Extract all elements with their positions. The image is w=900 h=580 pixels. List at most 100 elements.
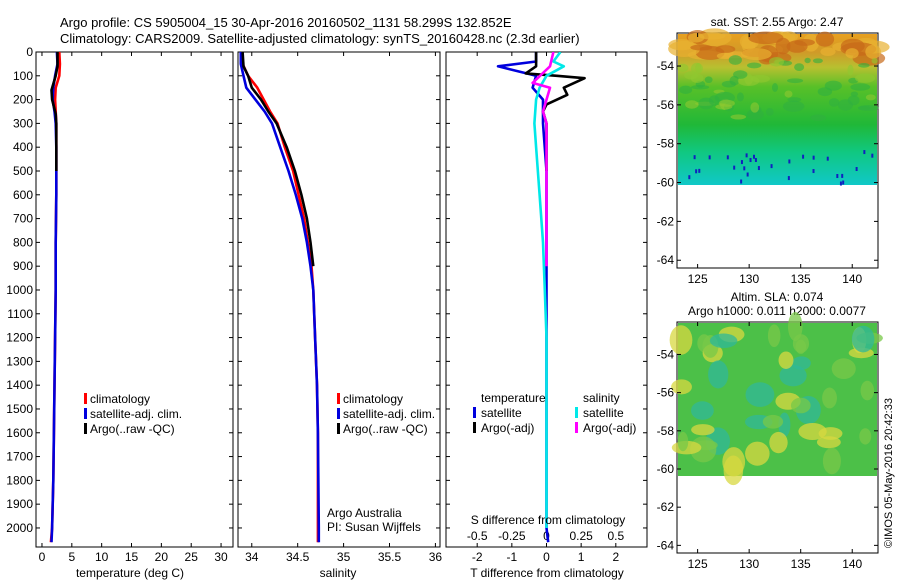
sst-patch xyxy=(784,90,793,98)
salinity-axis-label: salinity xyxy=(320,566,357,580)
sst-patch xyxy=(865,94,876,101)
s-difference-axis-title: S difference from climatology xyxy=(471,513,626,527)
map-lon-label: 130 xyxy=(739,557,759,571)
depth-tick-label: 1700 xyxy=(6,450,33,464)
sla-patch xyxy=(860,380,875,401)
sst-patch xyxy=(687,32,705,43)
sla-patch xyxy=(859,428,872,445)
depth-tick-label: 1200 xyxy=(6,331,33,345)
map-lat-label: -62 xyxy=(657,500,675,514)
depth-tick-label: 1800 xyxy=(6,473,33,487)
x-tick-label: 0 xyxy=(543,550,550,564)
map-lat-label: -60 xyxy=(657,176,675,190)
legend-group-temperature: temperature xyxy=(481,391,546,405)
sst-patch xyxy=(871,57,878,64)
sla-patch xyxy=(677,431,689,452)
series-line-argo-raw-qc- xyxy=(50,52,59,171)
sla-texture xyxy=(669,312,883,486)
temperature-axes: 0100200300400500600700800900100011001200… xyxy=(6,45,233,564)
x-tick-label: 34.5 xyxy=(286,550,310,564)
salinity-series xyxy=(239,52,321,543)
sst-patch xyxy=(677,63,689,72)
map-lon-label: 135 xyxy=(791,557,811,571)
map-lat-label: -56 xyxy=(657,386,675,400)
sla-patch xyxy=(831,358,856,380)
sst-patch xyxy=(726,155,729,160)
sst-patch xyxy=(752,154,755,159)
sst-patch xyxy=(750,74,770,83)
sst-patch xyxy=(740,48,772,61)
sst-patch xyxy=(812,155,815,160)
difference-legend: temperature salinity satellite Argo(-adj… xyxy=(473,391,636,435)
legend-swatch-s-argo xyxy=(575,422,578,433)
sst-patch xyxy=(810,114,827,122)
sst-patch xyxy=(865,44,881,59)
sst-patch xyxy=(733,165,736,170)
x-tick-label: 2 xyxy=(612,550,619,564)
header-line2: Climatology: CARS2009. Satellite-adjuste… xyxy=(60,31,580,46)
temperature-axis-label: temperature (deg C) xyxy=(76,566,184,580)
x-tick-label: -2 xyxy=(472,550,483,564)
sst-patch xyxy=(736,92,744,102)
legend-label: climatology xyxy=(90,392,150,406)
map-lat-label: -64 xyxy=(657,538,675,552)
s-difference-tick-label: -0.5 xyxy=(467,529,488,543)
map-lon-label: 125 xyxy=(688,557,708,571)
legend-swatch-climatology xyxy=(84,393,87,404)
sst-patch xyxy=(836,174,839,179)
series-line-climatology xyxy=(240,52,320,543)
depth-tick-label: 1300 xyxy=(6,354,33,368)
legend-label: Argo(..raw -QC) xyxy=(343,422,428,436)
sst-patch xyxy=(684,71,699,80)
sla-patch xyxy=(709,333,738,349)
sst-patch xyxy=(855,166,858,171)
x-tick-label: 20 xyxy=(155,550,169,564)
sst-patch xyxy=(754,157,757,162)
difference-axes: -2 -1 0 1 2-0.5 -0.25 0 0.25 0.5 xyxy=(446,51,647,564)
sst-patch xyxy=(828,98,840,107)
series-line-satellite-adj-clim- xyxy=(239,52,321,543)
depth-tick-label: 900 xyxy=(13,259,33,273)
sla-map-subtitle: Argo h1000: 0.011 h2000: 0.0077 xyxy=(688,304,866,318)
x-tick-label: 35.5 xyxy=(378,550,402,564)
series-line-satellite xyxy=(496,52,550,543)
depth-tick-label: 200 xyxy=(13,93,33,107)
sst-patch xyxy=(812,169,815,174)
header-line1: Argo profile: CS 5905004_15 30-Apr-2016 … xyxy=(60,15,512,30)
x-tick-label: 1 xyxy=(578,550,585,564)
sla-patch xyxy=(691,401,714,420)
sst-texture xyxy=(668,28,890,186)
sst-patch xyxy=(668,40,701,57)
sla-axes: -54 -56 -58 -60 -62 -64 125 130 135 140 xyxy=(657,322,878,571)
sst-patch xyxy=(842,180,845,185)
argo-australia-note: Argo Australia xyxy=(327,506,402,520)
sst-patch xyxy=(704,76,713,84)
sla-patch xyxy=(708,360,729,389)
pi-note: PI: Susan Wijffels xyxy=(327,520,421,534)
map-lat-label: -56 xyxy=(657,98,675,112)
legend-swatch-satellite xyxy=(84,408,87,419)
x-tick-label: 5 xyxy=(68,550,75,564)
legend-label: Argo(-adj) xyxy=(481,421,534,435)
sst-patch xyxy=(847,95,860,106)
footer-credit: ©IMOS 05-May-2016 20:42:33 xyxy=(883,398,895,548)
sla-patch xyxy=(723,455,744,486)
series-line-satellite xyxy=(533,52,566,528)
sst-patch xyxy=(750,102,760,113)
map-lon-label: 140 xyxy=(842,557,862,571)
sla-patch xyxy=(745,441,770,466)
sst-patch xyxy=(794,63,805,72)
x-tick-label: 34 xyxy=(245,550,259,564)
x-tick-label: 30 xyxy=(214,550,228,564)
temperature-legend: climatology satellite-adj. clim. Argo(..… xyxy=(84,392,182,436)
sst-patch xyxy=(768,56,784,67)
map-lat-label: -58 xyxy=(657,137,675,151)
depth-tick-label: 300 xyxy=(13,116,33,130)
sla-patch xyxy=(779,364,807,387)
sst-patch xyxy=(841,173,844,178)
sla-patch xyxy=(822,447,841,475)
sst-patch xyxy=(746,62,762,69)
sst-patch xyxy=(850,83,871,91)
legend-swatch-argo xyxy=(337,423,340,434)
legend-swatch-satellite xyxy=(337,408,340,419)
